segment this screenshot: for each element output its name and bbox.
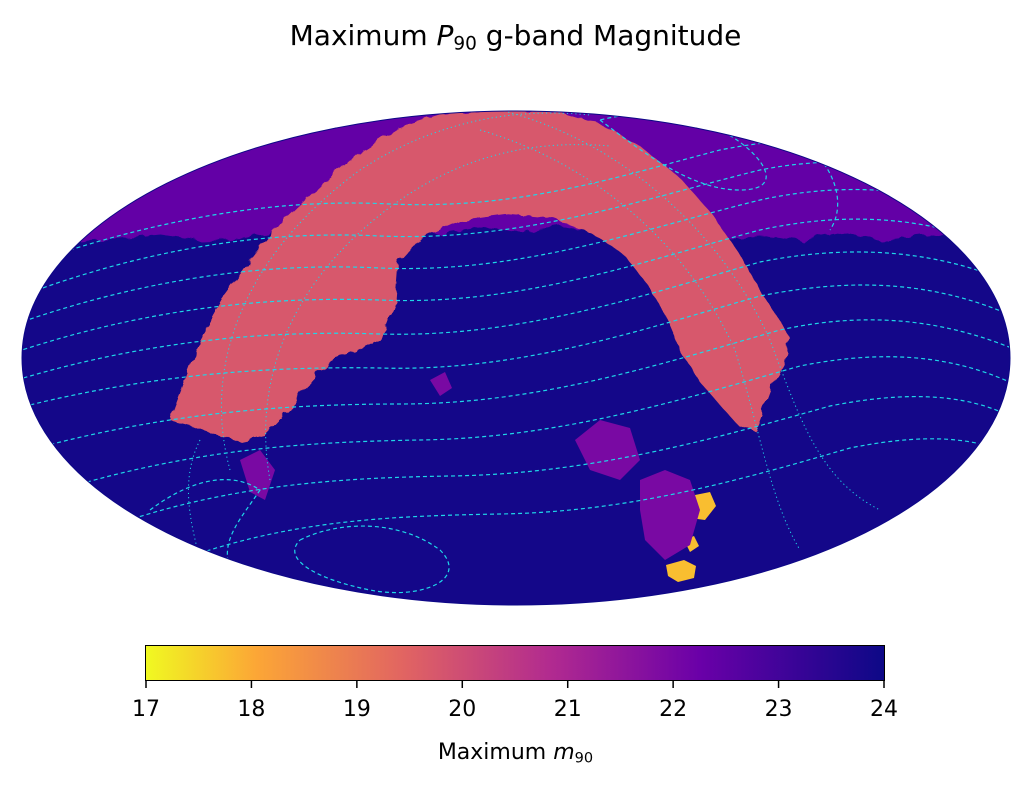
dashed-line-8	[99, 395, 1010, 531]
dashed-grid-lines	[22, 113, 1010, 594]
colorbar-tick-label-22: 22	[659, 697, 688, 722]
speck-4	[430, 372, 452, 396]
colorbar-label-subscript: 90	[574, 750, 594, 767]
colorbar	[145, 645, 885, 681]
dotted-line-3	[499, 111, 881, 511]
colorbar-gradient	[146, 646, 884, 680]
dashed-line-4	[22, 251, 1010, 383]
dashed-line-6	[29, 319, 1010, 451]
speck-2	[640, 470, 700, 560]
colorbar-tick-label-20: 20	[448, 697, 477, 722]
dashed-curve-sw	[149, 479, 261, 571]
dashed-line-3	[22, 218, 1010, 355]
map-outline	[21, 110, 1011, 606]
dashed-loop-south	[294, 525, 450, 594]
dashed-line-9	[179, 438, 1010, 561]
colorbar-label: Maximum m90	[0, 740, 1031, 767]
title-prefix: Maximum	[289, 19, 437, 52]
dashed-line-5	[22, 284, 1010, 411]
colorbar-ticks	[145, 680, 885, 688]
chart-title: Maximum P90 g-band Magnitude	[0, 18, 1031, 63]
colorbar-label-symbol: m	[553, 740, 575, 765]
dashed-line-7	[59, 356, 1010, 491]
title-symbol: P	[436, 19, 454, 52]
colorbar-label-prefix: Maximum	[437, 740, 554, 765]
bright-patch-3	[666, 560, 696, 582]
colorbar-tick-label-18: 18	[237, 697, 266, 722]
dotted-line-2	[265, 144, 611, 481]
colorbar-tick-label-21: 21	[553, 697, 582, 722]
colorbar-tick-label-23: 23	[764, 697, 793, 722]
arc-region	[170, 111, 790, 442]
title-subscript: 90	[453, 33, 477, 55]
speck-3	[240, 450, 275, 500]
colorbar-tick-label-24: 24	[870, 697, 898, 722]
title-suffix: g-band Magnitude	[476, 19, 742, 52]
dotted-line-1	[220, 112, 591, 471]
colorbar-tick-label-17: 17	[132, 697, 160, 722]
speck-1	[575, 420, 640, 480]
colorbar-tick-label-19: 19	[342, 697, 371, 722]
dotted-grid-lines	[187, 111, 881, 561]
map-area	[22, 111, 1010, 605]
dotted-line-4	[479, 129, 801, 551]
